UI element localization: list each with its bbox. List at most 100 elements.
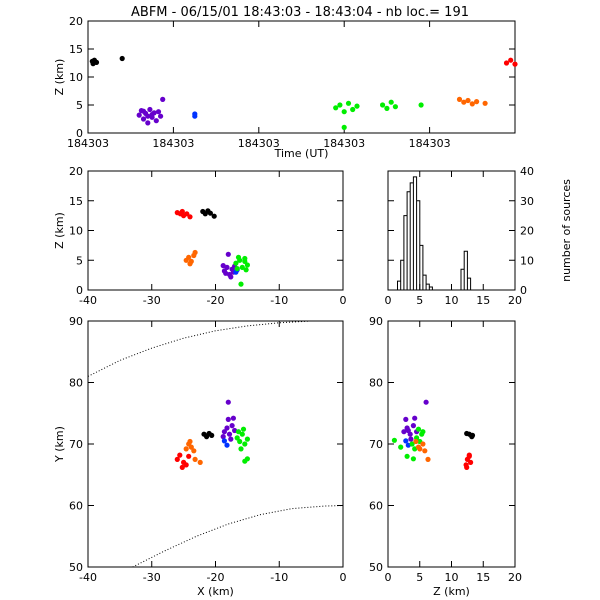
data-point [474,99,480,105]
data-point [388,99,394,105]
data-point [341,109,347,115]
data-point [153,118,159,124]
data-point [90,61,96,67]
x-tick-label: 5 [416,294,423,307]
data-point [244,436,250,442]
data-point [461,99,467,105]
y-tick-label: 20 [69,15,83,28]
y-tick-label: 90 [69,315,83,328]
data-point [183,446,189,452]
data-point [354,103,360,109]
data-point [469,101,475,107]
data-point [221,429,227,435]
y-tick-label: 0 [76,284,83,297]
y-tick-label: 5 [76,254,83,267]
data-point [160,96,166,102]
data-point [403,416,409,422]
x-tick-label: 184303 [409,137,451,150]
data-point [456,96,463,102]
data-point [237,438,243,445]
data-point [188,444,194,450]
y-tick-label: 10 [520,254,534,267]
data-point [238,281,244,287]
x-tick-label: 20 [508,571,522,584]
y-tick-label: 80 [369,377,383,390]
x-tick-label: -40 [79,294,97,307]
data-point [192,111,198,117]
data-point [350,106,356,113]
data-point [145,113,151,119]
data-point [466,453,472,459]
data-point [140,116,147,122]
data-point [410,423,416,429]
data-point [230,415,236,421]
x-tick-label: 0 [340,571,347,584]
data-point [179,464,185,470]
y-tick-label: 10 [69,225,83,238]
data-point [242,441,248,447]
data-point [233,260,239,266]
data-point [422,448,428,454]
x-axis-title: Time (UT) [274,147,329,160]
x-axis-title: Z (km) [433,585,470,598]
data-point [391,437,397,443]
data-point [192,249,198,256]
data-point [147,106,153,113]
data-point [228,274,234,280]
data-point [412,415,418,421]
data-point [235,254,242,260]
data-point [465,97,471,104]
x-axis-title: X (km) [197,585,234,598]
data-point [225,251,231,257]
y-tick-label: 15 [69,195,83,208]
data-point [415,444,422,450]
data-point [229,423,235,429]
data-point [238,446,244,452]
data-point [224,442,230,448]
data-point [244,262,250,268]
y-tick-label: 80 [69,377,83,390]
boundary-curve [132,505,344,568]
data-point [468,459,474,465]
data-point [228,436,234,442]
data-point [183,462,189,468]
data-point [415,426,422,432]
y-tick-label: 0 [520,284,527,297]
x-y-panel: -40 -30 -20 -10 0 50 60 70 80 90 X (km) Y (km) [53,315,347,598]
data-point [224,425,230,431]
data-point [158,113,164,119]
data-point [243,267,249,273]
x-tick-label: -30 [143,294,161,307]
data-point [221,438,227,444]
data-point [187,438,193,445]
data-point [392,104,398,110]
x-tick-label: 184303 [67,137,109,150]
data-point [235,429,242,435]
x-tick-label: 0 [385,294,392,307]
y-tick-label: 40 [520,165,534,178]
boundary-curve [87,320,343,377]
data-point [425,456,431,462]
data-point [207,210,213,216]
data-point [223,270,229,276]
data-point [179,208,185,215]
data-point [242,458,248,464]
data-point [508,57,514,63]
y-axis-title: Y (km) [53,426,66,463]
data-point [337,102,343,108]
data-point [234,266,240,272]
x-tick-label: -20 [207,571,225,584]
data-point [220,434,226,440]
x-tick-label: -30 [143,571,161,584]
data-point [232,427,238,434]
data-point [512,61,518,67]
data-point [242,258,248,264]
y-tick-label: 60 [69,500,83,513]
data-point [239,264,245,270]
data-point [380,102,386,108]
x-tick-label: -40 [79,571,97,584]
y-tick-label: 60 [369,500,383,513]
x-z-panel: -40 -30 -20 -10 0 0 5 10 15 20 Z (km) [53,165,347,307]
data-point [140,108,147,114]
